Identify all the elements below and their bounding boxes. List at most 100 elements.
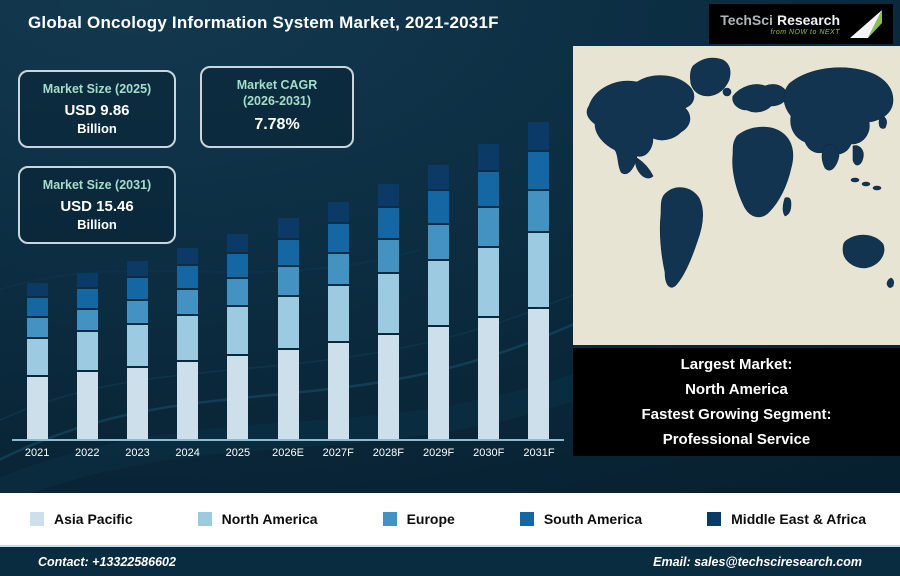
bar-segment (478, 208, 500, 246)
stacked-bar (126, 261, 148, 439)
bar-segment (227, 306, 249, 355)
bar-segment (377, 239, 399, 273)
bar-segment (478, 318, 500, 439)
bar-segment (428, 327, 450, 439)
bar-segment (327, 201, 349, 223)
bar-column (163, 248, 213, 439)
x-axis-labels: 2021 2022 2023 2024 2025 2026E 2027F 2028F 2029F… (12, 441, 564, 459)
market-cagr-label-line1: Market CAGR (236, 78, 318, 92)
legend-label: Middle East & Africa (731, 511, 866, 527)
email-text: Email: sales@techsciresearch.com (653, 554, 862, 569)
stacked-bar-chart: 2021 2022 2023 2024 2025 2026E 2027F 2028F 2029F… (12, 105, 564, 459)
x-axis-label: 2023 (125, 447, 150, 459)
bar-segment (428, 224, 450, 260)
market-size-2025-box: Market Size (2025) USD 9.86 Billion (18, 70, 176, 148)
legend-item: Europe (382, 511, 455, 527)
bar-segment (478, 144, 500, 170)
bar-segment (327, 224, 349, 253)
market-size-2031-value: USD 15.46 (60, 198, 134, 216)
continent-africa (732, 126, 794, 218)
stacked-bar (327, 201, 349, 439)
bar-segment (277, 349, 299, 439)
stacked-bar (478, 144, 500, 439)
bar-segment (428, 164, 450, 189)
market-size-2031-label: Market Size (2031) (42, 178, 152, 192)
fastest-segment-label: Fastest Growing Segment: (641, 406, 832, 423)
stacked-bar (377, 184, 399, 439)
bar-segment (377, 184, 399, 207)
logo-tagline: from NOW to NEXT (770, 28, 840, 36)
techsci-logo: TechSci Research from NOW to NEXT (709, 4, 893, 44)
bar-column (363, 184, 413, 439)
bar-segment (126, 324, 148, 366)
bar-segment (76, 332, 98, 371)
bar-segment (177, 266, 199, 289)
logo-brand-part1: TechSci (720, 11, 773, 28)
bar-segment (478, 171, 500, 207)
legend-item: Asia Pacific (30, 511, 133, 527)
bar-segment (528, 190, 550, 232)
contact-text: Contact: +13322586602 (38, 554, 176, 569)
highlight-box: Largest Market: North America Fastest Gr… (573, 348, 900, 456)
x-axis-label: 2025 (225, 447, 251, 459)
legend-swatch (30, 512, 44, 526)
x-axis-label: 2028F (372, 447, 404, 459)
bar-column (313, 201, 363, 439)
bar-column (263, 218, 313, 439)
market-cagr-label-line2: (2026-2031) (242, 94, 312, 109)
bar-segment (126, 278, 148, 299)
bar-segment (528, 309, 550, 439)
legend: Asia Pacific North America Europe South Ame… (0, 493, 900, 545)
continent-north-america (586, 75, 695, 175)
market-size-2031-unit: Billion (77, 217, 117, 233)
stacked-bar (76, 272, 98, 439)
x-axis-label: 2021 (24, 447, 50, 459)
bar-segment (428, 190, 450, 223)
bars (12, 105, 564, 441)
x-axis-label: 2030F (473, 447, 505, 459)
bar-segment (377, 274, 399, 334)
bar-segment (26, 298, 48, 317)
x-axis-label: 2026E (272, 447, 304, 459)
continent-asia (783, 67, 894, 155)
bar-segment (377, 208, 399, 238)
bar-segment (277, 239, 299, 266)
largest-market-value: North America (685, 381, 788, 398)
stacked-bar (227, 233, 249, 439)
bar-column (213, 233, 263, 439)
bar-column (414, 164, 464, 439)
stacked-bar (428, 164, 450, 439)
legend-item: South America (519, 511, 643, 527)
bar-segment (177, 362, 199, 439)
bar-segment (76, 309, 98, 331)
legend-item: Middle East & Africa (707, 511, 866, 527)
stacked-bar (26, 283, 48, 439)
bar-segment (26, 376, 48, 439)
market-cagr-box: Market CAGR (2026-2031) 7.78% (200, 66, 354, 148)
bar-column (514, 121, 564, 439)
world-map (573, 46, 900, 345)
bar-segment (227, 356, 249, 439)
legend-swatch (197, 512, 212, 526)
market-size-2025-unit: Billion (77, 121, 117, 137)
bar-column (464, 144, 514, 439)
legend-swatch (707, 512, 722, 526)
market-size-2025-value: USD 9.86 (64, 102, 130, 120)
bar-segment (177, 290, 199, 315)
fastest-segment-value: Professional Service (662, 431, 811, 448)
bar-segment (528, 151, 550, 189)
stacked-bar (277, 218, 299, 439)
bar-segment (177, 248, 199, 265)
market-size-2031-box: Market Size (2031) USD 15.46 Billion (18, 166, 176, 244)
market-cagr-value: 7.78% (254, 115, 300, 133)
bar-segment (377, 335, 399, 439)
bar-segment (327, 254, 349, 284)
legend-label: South America (543, 511, 643, 527)
legend-swatch (519, 512, 534, 526)
bar-segment (76, 372, 98, 439)
bar-segment (126, 300, 148, 323)
bar-column (12, 283, 62, 439)
footer: Contact: +13322586602 Email: sales@techs… (0, 545, 900, 576)
bar-segment (528, 233, 550, 308)
